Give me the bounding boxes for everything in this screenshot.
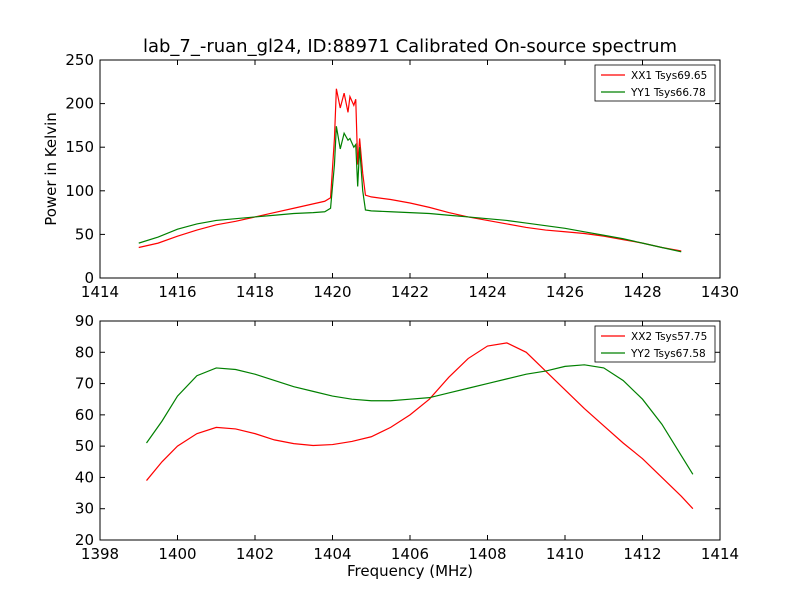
y-tick-label: 50 — [75, 225, 94, 243]
series-line-yy2 — [146, 364, 694, 475]
y-tick-label: 200 — [65, 95, 94, 113]
x-tick-label: 1410 — [546, 545, 584, 563]
series-line-xx1 — [138, 88, 682, 252]
x-tick-label: 1398 — [81, 545, 119, 563]
x-tick-label: 1428 — [623, 283, 661, 301]
x-tick-label: 1414 — [701, 545, 739, 563]
series-line-yy1 — [138, 126, 682, 253]
x-tick-label: 1412 — [623, 545, 661, 563]
x-axis-label: Frequency (MHz) — [347, 562, 473, 580]
legend-box — [594, 325, 716, 363]
y-tick-label: 80 — [75, 343, 94, 361]
top-spectrum-chart: 1414 1416 1418 1420 1422 1424 1426 1428 1430 0 50 1… — [42, 51, 739, 301]
legend: XX1 Tsys69.65 YY1 Tsys66.78 — [594, 64, 716, 102]
y-tick-label: 70 — [75, 375, 94, 393]
x-tick-label: 1404 — [313, 545, 351, 563]
legend-entry: YY1 Tsys66.78 — [630, 87, 706, 99]
legend-box — [594, 64, 716, 102]
x-tick-label: 1408 — [468, 545, 506, 563]
x-tick-label: 1414 — [81, 283, 119, 301]
y-tick-label: 90 — [75, 312, 94, 330]
figure-title: lab_7_-ruan_gl24, ID:88971 Calibrated On… — [143, 36, 677, 57]
x-tick-label: 1402 — [236, 545, 274, 563]
y-tick-label: 0 — [84, 269, 94, 287]
x-tick-label: 1406 — [391, 545, 429, 563]
x-tick-label: 1424 — [468, 283, 506, 301]
x-tick-label: 1416 — [158, 283, 196, 301]
y-tick-label: 50 — [75, 437, 94, 455]
legend: XX2 Tsys57.75 YY2 Tsys67.58 — [594, 325, 716, 363]
x-tick-label: 1426 — [546, 283, 584, 301]
x-tick-label: 1400 — [158, 545, 196, 563]
x-tick-label: 1430 — [701, 283, 739, 301]
y-tick-label: 60 — [75, 406, 94, 424]
legend-entry: YY2 Tsys67.58 — [630, 348, 706, 360]
y-tick-label: 100 — [65, 182, 94, 200]
legend-entry: XX1 Tsys69.65 — [631, 70, 707, 82]
x-tick-label: 1422 — [391, 283, 429, 301]
x-tick-label: 1418 — [236, 283, 274, 301]
series-line-xx2 — [146, 342, 694, 510]
y-axis-label: Power in Kelvin — [42, 112, 60, 226]
legend-entry: XX2 Tsys57.75 — [631, 331, 707, 343]
y-tick-label: 30 — [75, 500, 94, 518]
y-tick-label: 250 — [65, 51, 94, 69]
y-tick-label: 20 — [75, 531, 94, 549]
y-tick-label: 40 — [75, 468, 94, 486]
y-tick-label: 150 — [65, 138, 94, 156]
bottom-spectrum-chart: 1398 1400 1402 1404 1406 1408 1410 1412 1414 20 30… — [75, 312, 739, 580]
x-tick-label: 1420 — [313, 283, 351, 301]
